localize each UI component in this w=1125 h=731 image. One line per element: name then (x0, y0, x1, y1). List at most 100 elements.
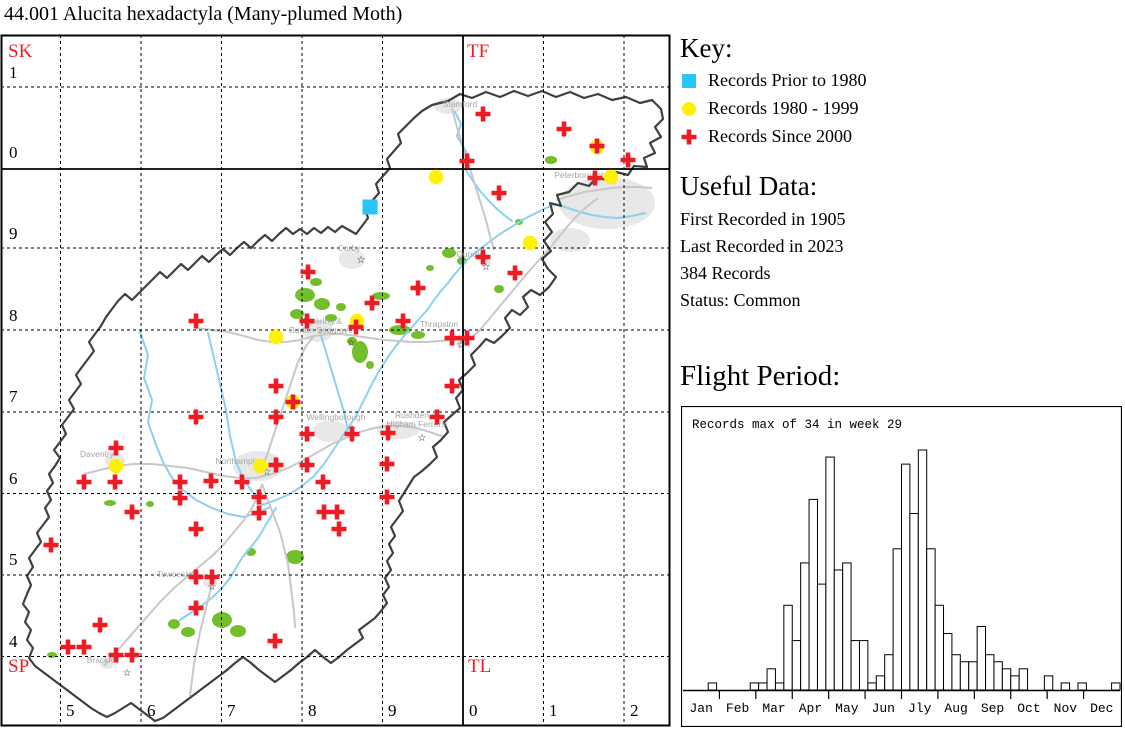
woodland-patch (366, 361, 374, 369)
woodland-patch (372, 292, 390, 300)
marker-since-2000 (124, 647, 140, 663)
marker-since-2000 (172, 490, 188, 506)
marker-since-2000 (429, 409, 445, 425)
chart-bar (968, 661, 978, 691)
town-label: Towcester (157, 569, 195, 579)
marker-since-2000 (491, 185, 507, 201)
grid-row-label: 7 (9, 387, 18, 406)
chart-bar (808, 498, 818, 691)
chart-bars (707, 449, 1121, 691)
grid-col-label: 9 (388, 701, 397, 720)
grid-row-label: 5 (9, 550, 18, 569)
town-label: Stamford (443, 99, 478, 109)
woodland-patch (181, 627, 195, 637)
woodland-patch (442, 248, 456, 258)
marker-since-2000 (620, 152, 636, 168)
marker-since-2000 (589, 138, 605, 154)
marker-since-2000 (444, 330, 460, 346)
chart-bar (1060, 682, 1071, 691)
marker-since-2000 (379, 456, 395, 472)
grid-letter: TF (467, 41, 489, 62)
town-label: Peterborough (554, 170, 606, 180)
chart-bar (766, 668, 776, 691)
marker-since-2000 (348, 319, 364, 335)
river (139, 331, 271, 518)
town-star-icon: ☆ (418, 433, 427, 444)
woodland-patch (290, 309, 304, 319)
marker-since-2000 (92, 617, 108, 633)
marker-since-2000 (395, 313, 411, 329)
marker-1980-1999 (428, 169, 444, 185)
woodland-patch (545, 156, 557, 164)
town-star-icon: ☆ (263, 467, 272, 478)
woodland-patch (347, 337, 357, 345)
grid-row-label: 6 (9, 469, 18, 488)
chart-bar (926, 548, 936, 691)
marker-since-2000 (76, 639, 92, 655)
marker-since-2000 (172, 474, 188, 490)
grid-letter: TL (468, 656, 491, 677)
month-label: Jun (872, 701, 895, 716)
month-label: Oct (1017, 701, 1040, 716)
chart-bar (943, 633, 953, 691)
woodland-patch (310, 278, 322, 286)
town-star-icon: ☆ (123, 668, 132, 679)
marker-since-2000 (124, 504, 140, 520)
river (555, 203, 646, 219)
chart-bar (758, 682, 768, 691)
marker-since-2000 (299, 426, 315, 442)
month-label: Dec (1090, 701, 1113, 716)
river (319, 331, 349, 431)
woodland-patch (325, 314, 337, 322)
marker-since-2000 (188, 569, 204, 585)
chart-bar (1010, 675, 1020, 691)
marker-since-2000 (344, 426, 360, 442)
woodland-patch (286, 550, 304, 564)
town-star-icon: ☆ (347, 338, 356, 349)
town-star-icon: ☆ (208, 582, 217, 593)
marker-since-2000 (459, 330, 475, 346)
urban-area (313, 420, 347, 442)
useful-data-panel: Useful Data: First Recorded in 1905 Last… (680, 172, 845, 314)
marker-since-2000 (459, 153, 475, 169)
grid-row-label: 0 (9, 143, 18, 162)
road (83, 425, 445, 479)
record-markers (43, 106, 636, 663)
marker-since-2000 (444, 378, 460, 394)
marker-1980-1999 (268, 329, 284, 345)
key-item-since-2000: Records Since 2000 (680, 126, 866, 147)
grid-letter: SK (8, 41, 33, 62)
status-line: Status: Common (680, 290, 801, 311)
chart-bar (993, 661, 1003, 691)
marker-since-2000 (316, 504, 332, 520)
marker-since-2000 (76, 474, 92, 490)
town-label: Oundle (456, 249, 484, 259)
marker-since-2000 (380, 425, 396, 441)
marker-since-2000 (587, 170, 603, 186)
first-recorded-line: First Recorded in 1905 (680, 209, 846, 230)
marker-since-2000 (108, 647, 124, 663)
road (189, 583, 213, 697)
key-item-label: Records 1980 - 1999 (708, 98, 859, 119)
chart-bar (985, 654, 995, 691)
chart-bar (825, 456, 835, 691)
chart-bar (1001, 668, 1012, 691)
chart-bar (951, 654, 961, 691)
flight-period-heading: Flight Period: (680, 360, 841, 392)
marker-since-2000 (188, 521, 204, 537)
town-label: Wellingborough (307, 412, 366, 422)
woodland-patch (230, 625, 246, 637)
marker-since-2000 (43, 537, 59, 553)
chart-bar (976, 625, 987, 691)
county-boundary (21, 89, 665, 723)
grid-col-label: 0 (469, 701, 478, 720)
month-label: Apr (799, 701, 822, 716)
marker-since-2000 (379, 489, 395, 505)
marker-since-2000 (268, 457, 284, 473)
key-item-label: Records Since 2000 (708, 126, 852, 147)
chart-bar (1043, 675, 1054, 691)
chart-bar (707, 682, 718, 691)
grid-col-label: 1 (549, 701, 558, 720)
